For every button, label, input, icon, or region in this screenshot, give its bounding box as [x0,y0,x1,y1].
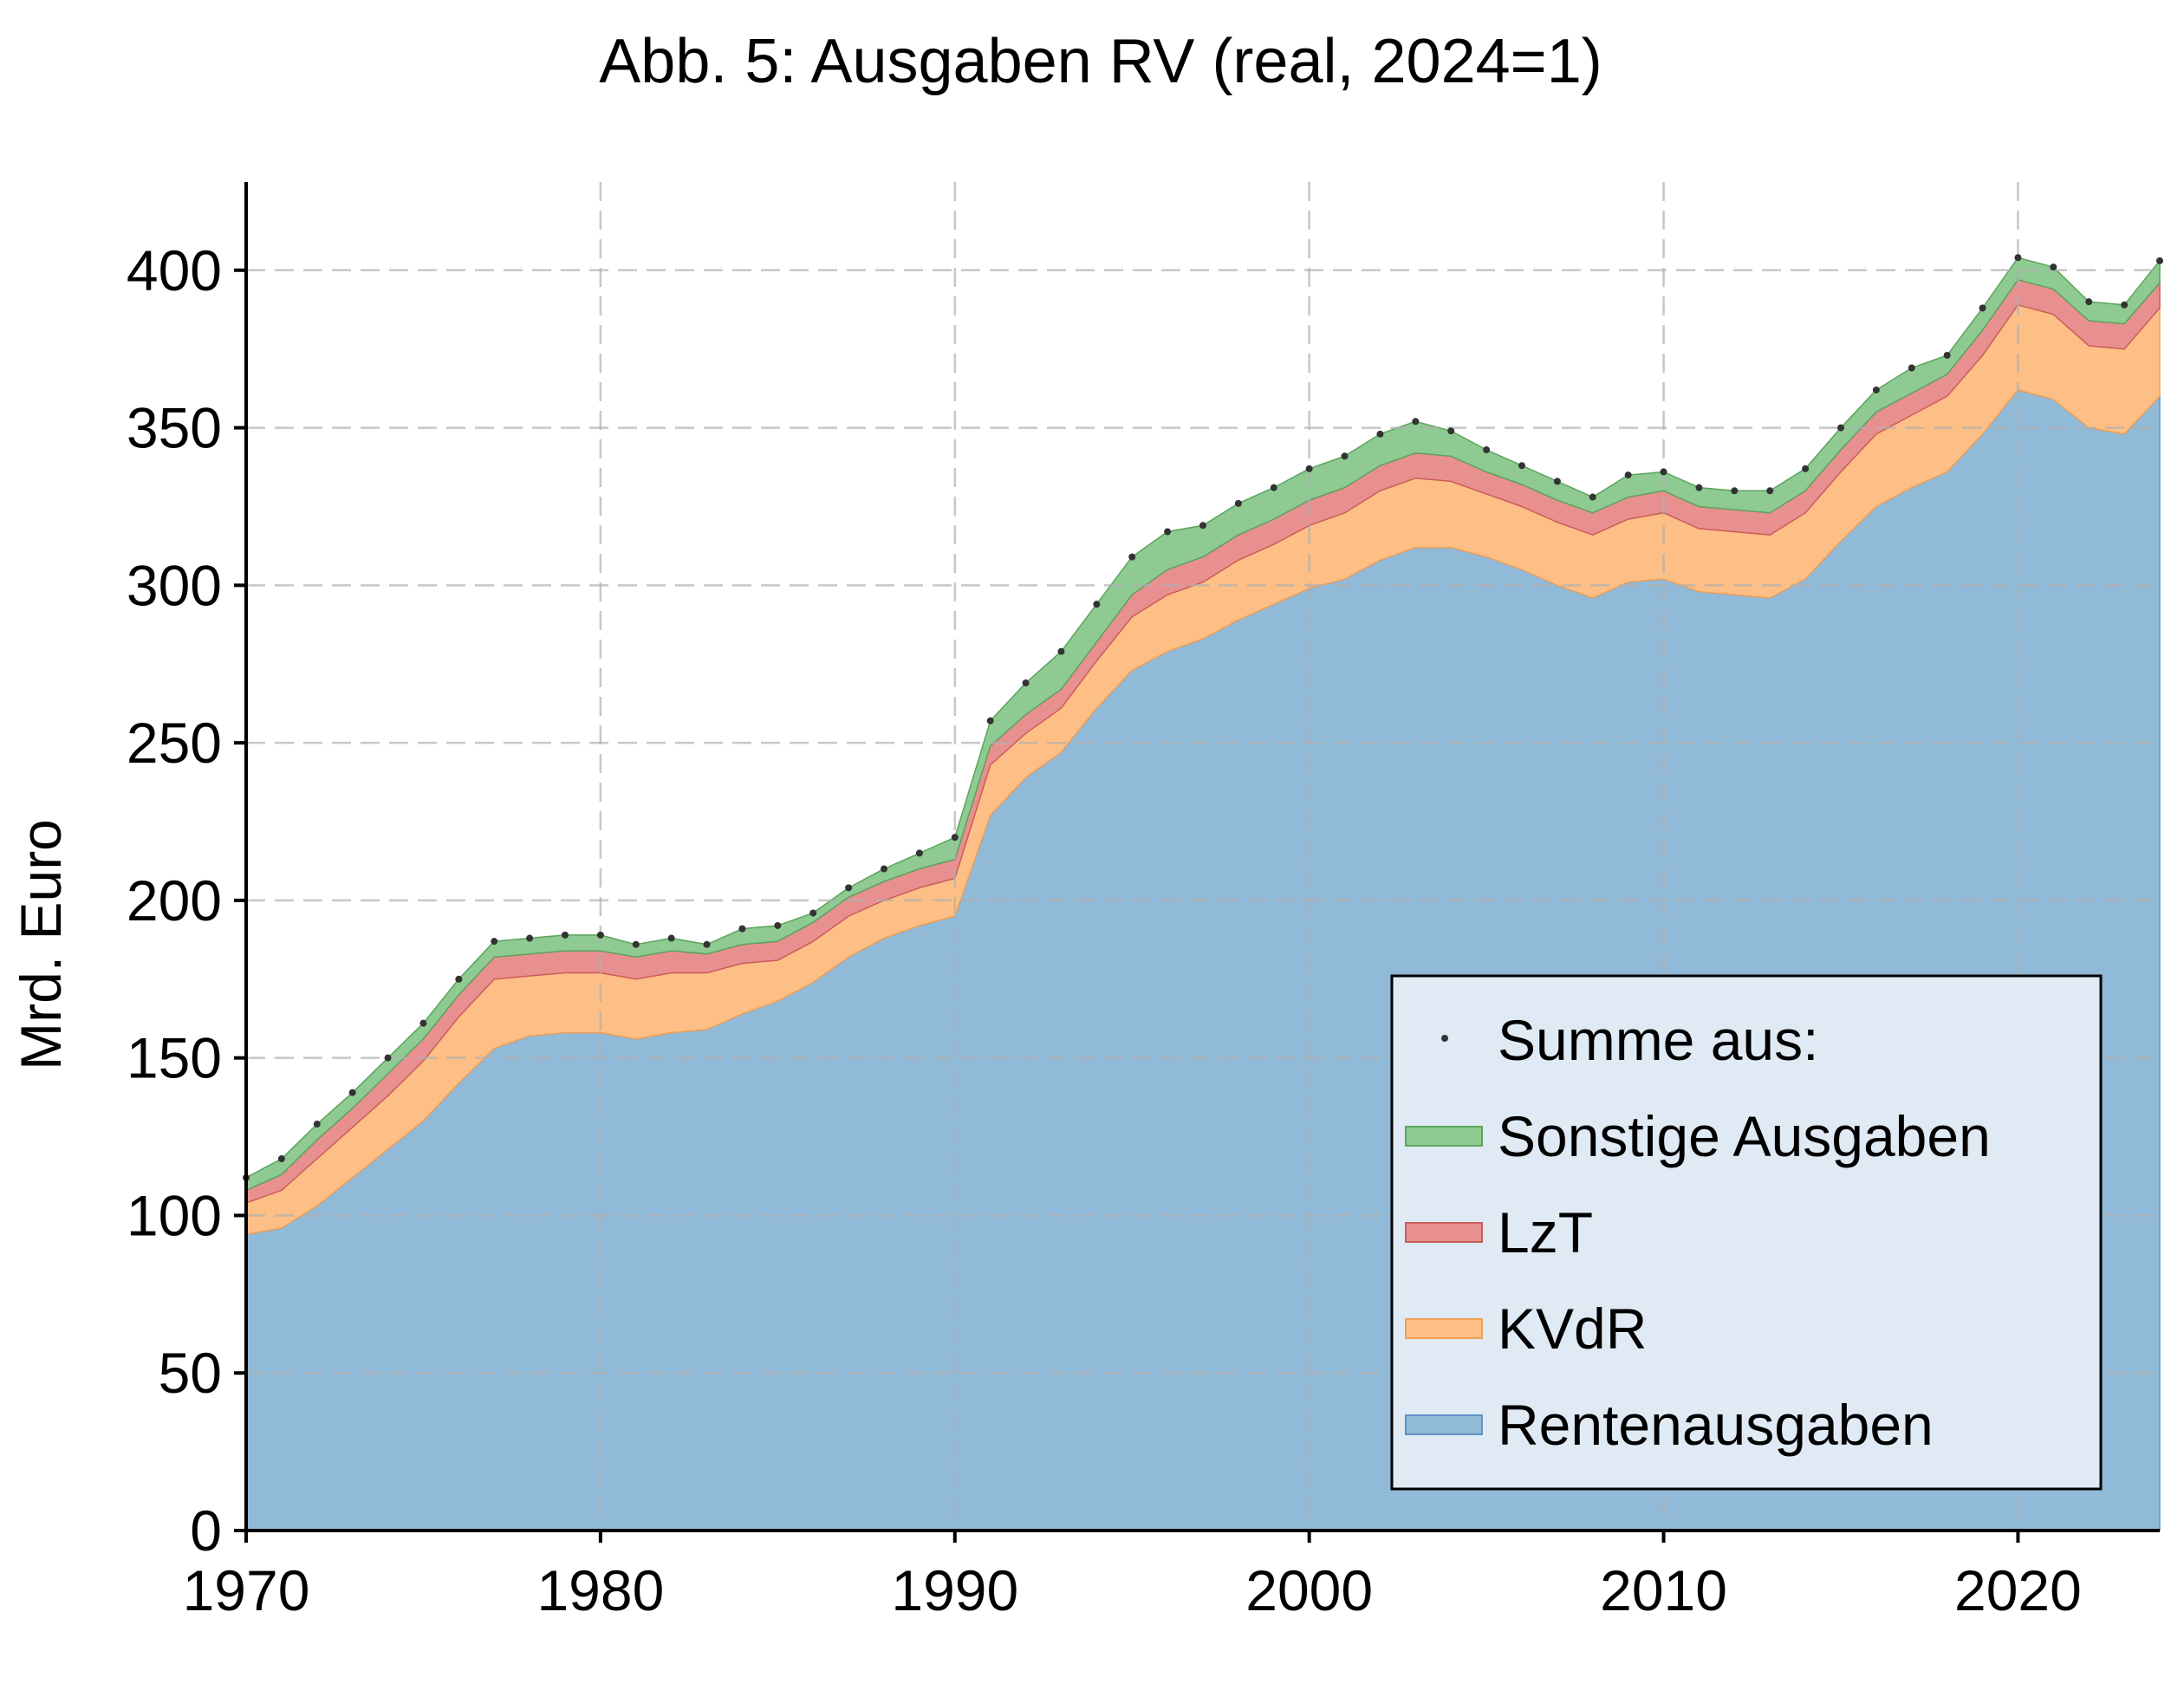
legend-swatch-lzt [1405,1222,1483,1243]
legend: Summe aus: Sonstige Ausgaben LzT KVdR Re… [1390,974,2103,1491]
total-point [596,931,604,939]
total-markers [243,254,2163,1181]
y-tick-label: 0 [190,1498,222,1563]
total-point [632,940,640,948]
total-point [1057,647,1065,655]
total-point [313,1121,321,1128]
y-ticks: 0 50 100 150 200 250 300 350 400 [127,238,246,1563]
total-point [562,931,569,939]
y-tick-label: 300 [127,553,222,617]
total-point [1483,446,1491,454]
total-point [915,849,923,857]
legend-label-lzt: LzT [1498,1200,1593,1264]
total-point [419,1019,427,1027]
legend-swatch-sonstige [1405,1126,1483,1147]
total-point [1022,679,1030,687]
y-tick-label: 350 [127,396,222,460]
total-point [1341,452,1349,460]
total-point [1660,468,1667,476]
total-point [951,834,959,842]
total-point [1199,522,1206,530]
x-ticks: 1970 1980 1990 2000 2010 2020 [183,1531,2082,1622]
x-tick-label: 2020 [1954,1558,2082,1622]
total-point [1164,528,1172,536]
total-point [1624,471,1632,479]
x-tick-label: 2000 [1245,1558,1373,1622]
total-point [384,1054,392,1062]
total-point [2014,254,2022,262]
total-point [2050,263,2057,271]
total-point [1270,484,1277,491]
total-point [1872,386,1880,393]
total-point [1766,487,1774,495]
total-point [491,938,498,946]
y-tick-label: 200 [127,868,222,933]
total-point [1553,478,1561,485]
total-point [1412,418,1420,426]
total-point [986,717,994,725]
total-point [455,975,463,983]
y-axis-label: Mrd. Euro [9,819,73,1070]
y-tick-label: 250 [127,711,222,775]
y-tick-label: 100 [127,1183,222,1247]
gridlines [246,182,2160,1531]
legend-label-sonstige: Sonstige Ausgaben [1498,1104,1991,1168]
legend-label-renten: Rentenausgaben [1498,1393,1934,1457]
total-point [1589,493,1596,501]
total-point [2121,301,2129,309]
total-point [1837,424,1844,432]
total-point [667,934,675,942]
x-tick-label: 1970 [183,1558,310,1622]
total-point [2156,257,2163,264]
total-point [1234,499,1242,507]
y-tick-label: 400 [127,238,222,302]
x-tick-label: 1980 [536,1558,664,1622]
total-point [1731,487,1739,495]
total-point [809,909,817,917]
total-point [881,865,887,873]
total-point [526,934,534,942]
total-point [1802,465,1810,472]
total-point [348,1089,356,1096]
total-point [703,940,711,948]
total-point [1128,553,1136,561]
area-sonstige-ausgaben [245,257,2161,1192]
total-point [1695,484,1703,491]
legend-swatch-renten [1405,1414,1483,1435]
total-point [1447,427,1455,435]
x-tick-label: 1990 [891,1558,1018,1622]
x-tick-label: 2010 [1600,1558,1727,1622]
total-point [277,1155,285,1163]
total-point [1908,364,1915,372]
y-tick-label: 150 [127,1026,222,1090]
total-point [1979,304,1986,312]
total-point [1093,601,1101,608]
total-point [1943,351,1951,359]
legend-label-total: Summe aus: [1498,1008,1818,1072]
total-point [738,925,746,933]
total-point [1518,462,1525,470]
legend-label-kvdr: KVdR [1498,1297,1647,1361]
y-tick-label: 50 [159,1341,222,1405]
total-point [1305,465,1313,472]
chart-title: Abb. 5: Ausgaben RV (real, 2024=1) [599,27,1602,96]
legend-total-marker [1441,1035,1448,1042]
legend-swatch-kvdr [1405,1318,1483,1339]
legend-box [1390,974,2103,1491]
total-point [2085,298,2093,306]
total-point [1376,430,1384,438]
total-point [845,884,853,892]
total-point [774,921,782,929]
